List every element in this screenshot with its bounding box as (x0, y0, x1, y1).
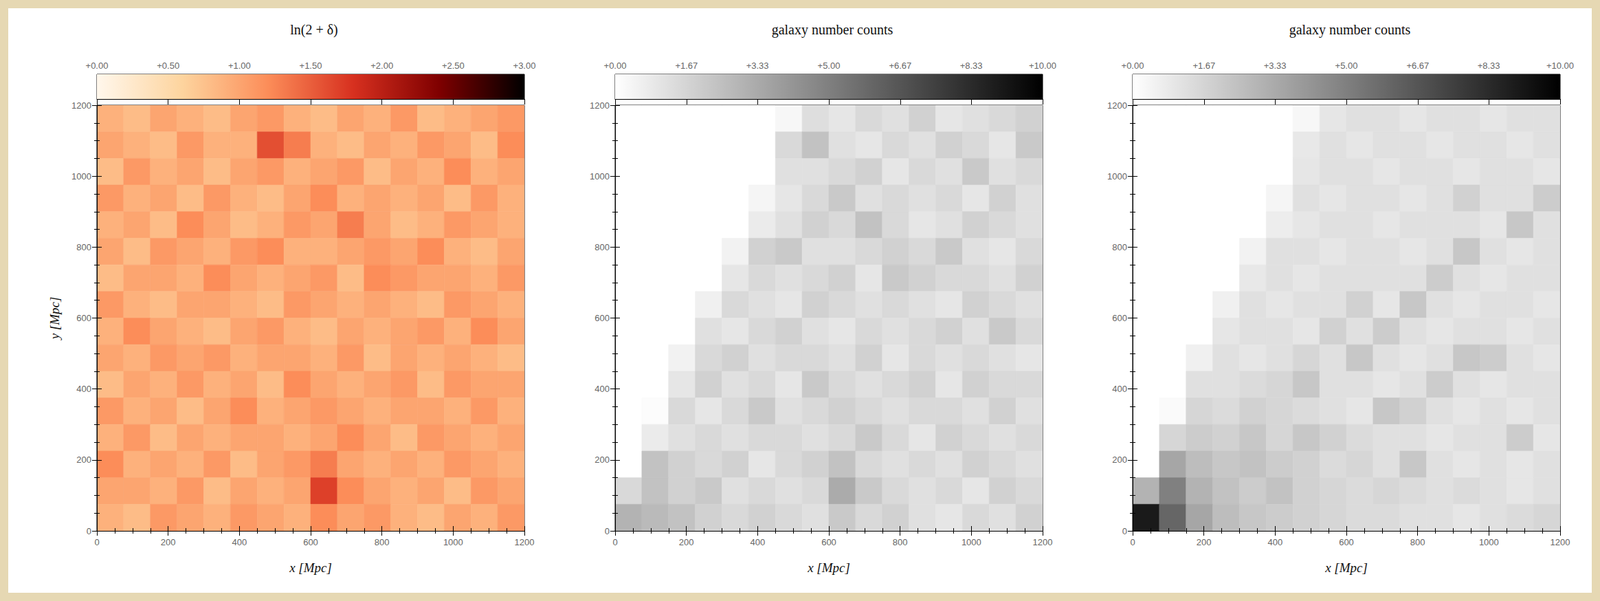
svg-text:600: 600 (1338, 536, 1354, 548)
svg-text:800: 800 (594, 241, 610, 253)
svg-text:0: 0 (1129, 536, 1135, 548)
svg-text:1200: 1200 (1550, 536, 1571, 548)
svg-text:0: 0 (604, 525, 610, 537)
svg-text:400: 400 (1112, 383, 1128, 394)
svg-text:galaxy number counts: galaxy number counts (771, 21, 894, 38)
svg-text:600: 600 (303, 536, 319, 548)
svg-text:600: 600 (76, 312, 92, 324)
svg-text:+3.00: +3.00 (513, 60, 537, 71)
svg-text:+5.00: +5.00 (1335, 60, 1359, 71)
svg-text:1000: 1000 (71, 171, 92, 182)
svg-text:+0.50: +0.50 (156, 60, 180, 71)
svg-text:+10.00: +10.00 (1028, 60, 1057, 71)
svg-text:+1.00: +1.00 (228, 60, 251, 71)
svg-text:800: 800 (76, 241, 92, 253)
svg-text:+6.67: +6.67 (888, 60, 912, 71)
svg-text:ln(2 + δ): ln(2 + δ) (290, 21, 339, 38)
svg-text:+3.33: +3.33 (1263, 60, 1287, 71)
svg-text:+5.00: +5.00 (817, 60, 841, 71)
svg-text:+0.00: +0.00 (604, 60, 627, 71)
svg-text:200: 200 (1112, 454, 1128, 465)
svg-text:400: 400 (76, 383, 92, 394)
svg-text:+8.33: +8.33 (1477, 60, 1501, 71)
svg-text:1000: 1000 (1479, 536, 1499, 548)
svg-text:+8.33: +8.33 (960, 60, 983, 71)
svg-text:600: 600 (821, 536, 837, 548)
svg-text:400: 400 (1267, 536, 1283, 548)
svg-text:800: 800 (374, 536, 390, 548)
svg-text:0: 0 (94, 536, 99, 548)
svg-text:200: 200 (594, 454, 610, 465)
svg-text:0: 0 (1122, 525, 1128, 537)
svg-text:1200: 1200 (71, 100, 92, 111)
svg-text:800: 800 (1410, 536, 1426, 548)
svg-text:1000: 1000 (1107, 171, 1128, 182)
svg-text:400: 400 (231, 536, 247, 548)
svg-text:200: 200 (76, 454, 92, 465)
svg-text:0: 0 (86, 525, 92, 537)
svg-text:+6.67: +6.67 (1406, 60, 1429, 71)
svg-text:x [Mpc]: x [Mpc] (806, 560, 851, 575)
svg-text:y [Mpc]: y [Mpc] (47, 296, 62, 341)
svg-text:600: 600 (1112, 312, 1128, 324)
svg-text:600: 600 (594, 312, 610, 324)
svg-text:+1.50: +1.50 (299, 60, 323, 71)
svg-text:x [Mpc]: x [Mpc] (1324, 560, 1368, 575)
svg-text:+1.67: +1.67 (674, 60, 698, 71)
svg-text:galaxy number counts: galaxy number counts (1289, 21, 1411, 38)
svg-text:200: 200 (160, 536, 176, 548)
svg-text:x [Mpc]: x [Mpc] (288, 560, 332, 575)
svg-text:1200: 1200 (1032, 536, 1053, 548)
svg-text:1000: 1000 (589, 171, 610, 182)
svg-text:400: 400 (594, 383, 610, 394)
svg-text:800: 800 (1112, 241, 1128, 253)
svg-text:+2.50: +2.50 (441, 60, 465, 71)
svg-text:1200: 1200 (514, 536, 535, 548)
svg-text:+2.00: +2.00 (370, 60, 394, 71)
svg-text:400: 400 (749, 536, 765, 548)
svg-text:+0.00: +0.00 (1121, 60, 1145, 71)
svg-text:1200: 1200 (1107, 100, 1128, 111)
svg-text:800: 800 (892, 536, 908, 548)
svg-text:+0.00: +0.00 (85, 60, 109, 71)
svg-text:200: 200 (679, 536, 695, 548)
svg-text:+3.33: +3.33 (746, 60, 770, 71)
svg-text:0: 0 (612, 536, 618, 548)
svg-text:+10.00: +10.00 (1546, 60, 1574, 71)
svg-text:1200: 1200 (589, 100, 610, 111)
svg-text:200: 200 (1196, 536, 1212, 548)
svg-text:1000: 1000 (961, 536, 982, 548)
svg-text:1000: 1000 (443, 536, 464, 548)
svg-text:+1.67: +1.67 (1192, 60, 1216, 71)
